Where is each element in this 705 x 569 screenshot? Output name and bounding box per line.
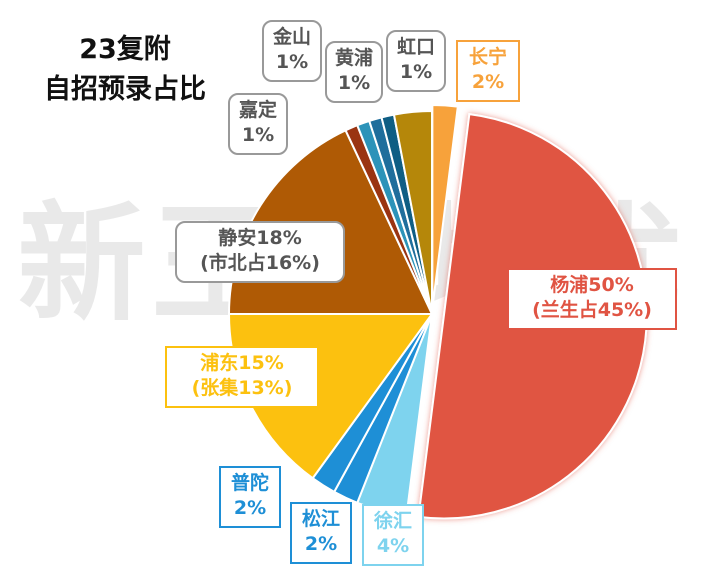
- label-huangpu: 黄浦 1%: [325, 41, 383, 103]
- label-hongkou: 虹口 1%: [386, 30, 446, 92]
- label-xuhui: 徐汇 4%: [362, 504, 424, 566]
- label-jinshan: 金山 1%: [262, 20, 322, 82]
- label-jingan: 静安18% (市北占16%): [175, 221, 345, 283]
- label-pudong: 浦东15% (张集13%): [165, 346, 319, 408]
- chart-title-line1: 23复附: [79, 34, 171, 65]
- label-putuo: 普陀 2%: [219, 466, 281, 528]
- label-yangpu: 杨浦50% (兰生占45%): [507, 268, 677, 330]
- pie-slice-长宁: [431, 104, 459, 309]
- chart-title: 23复附 自招预录占比: [0, 30, 250, 110]
- label-changning: 长宁 2%: [456, 40, 520, 102]
- chart-title-line2: 自招预录占比: [44, 74, 206, 105]
- pie-slice-other: [392, 109, 433, 315]
- label-songjiang: 松江 2%: [290, 502, 352, 564]
- label-jiading: 嘉定 1%: [228, 93, 288, 155]
